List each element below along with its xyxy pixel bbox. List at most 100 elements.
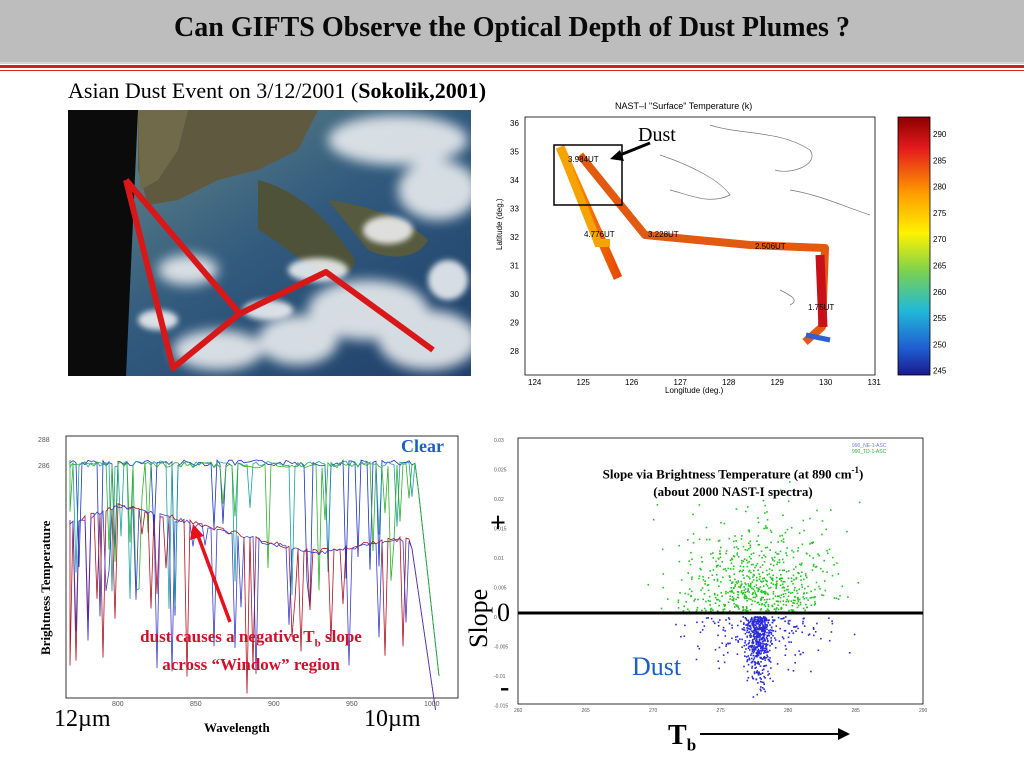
scatter-point-positive: [752, 579, 755, 581]
scatter-point-negative: [735, 638, 737, 641]
scatter-point-positive: [801, 586, 804, 588]
scatter-point-positive: [833, 564, 835, 566]
scatter-point-negative: [782, 617, 784, 620]
scatter-point-positive: [766, 580, 768, 583]
scatter-point-positive: [729, 576, 731, 578]
scatter-point-negative: [741, 638, 743, 641]
scatter-point-negative: [788, 632, 791, 634]
scatter-title-sup: -1: [851, 465, 860, 475]
scatter-point-positive: [763, 604, 766, 606]
scatter-point-negative: [756, 655, 758, 658]
scatter-point-positive: [661, 548, 664, 551]
scatter-point-positive: [710, 610, 712, 612]
scatter-point-negative: [722, 626, 725, 629]
spectrum-xlabel: Wavelength: [204, 720, 270, 735]
scatter-point-negative: [754, 667, 756, 669]
scatter-point-negative: [746, 635, 749, 638]
scatter-point-negative: [767, 674, 769, 676]
scatter-point-positive: [764, 556, 767, 558]
lat-tick: 35: [510, 148, 519, 157]
scatter-point-positive: [758, 573, 760, 575]
scatter-point-positive: [736, 604, 739, 607]
scatter-point-positive: [748, 560, 750, 563]
scatter-point-negative: [771, 629, 773, 632]
scatter-point-positive: [753, 574, 756, 577]
lat-tick: 33: [510, 205, 519, 214]
scatter-point-positive: [797, 547, 800, 549]
scatter-point-positive: [782, 600, 784, 602]
scatter-point-positive: [746, 561, 749, 564]
colorbar: [897, 116, 931, 376]
scatter-point-positive: [765, 609, 767, 612]
scatter-point-negative: [783, 629, 786, 632]
scatter-point-negative: [746, 623, 748, 626]
scatter-point-positive: [739, 565, 742, 567]
scatter-point-negative: [753, 616, 756, 619]
scatter-point-positive: [741, 535, 743, 537]
scatter-point-positive: [715, 566, 718, 568]
scatter-point-positive: [735, 605, 738, 607]
scatter-point-positive: [807, 585, 809, 588]
scatter-point-positive: [736, 552, 739, 554]
scatter-point-positive: [754, 596, 756, 599]
scatter-point-positive: [766, 585, 769, 587]
scatter-point-negative: [758, 635, 761, 637]
scatter-point-negative: [765, 618, 768, 621]
scatter-point-positive: [806, 576, 808, 579]
scatter-point-positive: [751, 587, 753, 590]
scatter-point-positive: [770, 563, 772, 566]
scatter-point-positive: [799, 601, 802, 604]
scatter-point-positive: [772, 559, 774, 561]
scatter-point-positive: [740, 580, 743, 583]
scatter-point-positive: [814, 601, 816, 603]
scatter-point-positive: [700, 589, 702, 591]
scatter-point-negative: [743, 622, 745, 624]
scatter-point-positive: [760, 591, 763, 594]
scatter-point-positive: [745, 583, 747, 586]
scatter-point-positive: [691, 558, 693, 560]
scatter-point-negative: [774, 639, 777, 641]
scatter-point-positive: [794, 599, 796, 602]
scatter-point-negative: [760, 652, 762, 654]
scatter-point-positive: [766, 519, 769, 521]
scatter-point-negative: [764, 677, 766, 679]
scatter-point-negative: [748, 649, 751, 651]
lon-tick: 127: [674, 378, 688, 387]
scatter-point-negative: [748, 621, 750, 624]
scatter-point-positive: [792, 599, 795, 601]
scatter-point-negative: [758, 633, 760, 635]
scatter-xtick: 270: [649, 708, 658, 714]
scatter-point-positive: [766, 608, 769, 610]
scatter-point-negative: [769, 661, 772, 663]
scatter-point-negative: [723, 661, 726, 664]
scatter-point-negative: [763, 665, 766, 667]
scatter-point-negative: [757, 622, 759, 624]
wavelength-left: 12µm: [54, 706, 111, 732]
scatter-point-negative: [766, 643, 769, 646]
scatter-point-positive: [782, 603, 785, 606]
scatter-point-negative: [784, 620, 786, 623]
scatter-point-positive: [679, 592, 681, 594]
scatter-point-negative: [768, 629, 770, 632]
scatter-point-positive: [714, 596, 717, 599]
scatter-point-negative: [758, 639, 761, 642]
scatter-point-negative: [756, 636, 759, 639]
lon-tick-labels: 124 125 126 127 128 129 130 131: [528, 378, 881, 387]
scatter-point-positive: [769, 586, 772, 589]
colorbar-tick: 270: [933, 235, 947, 244]
scatter-point-negative: [744, 651, 746, 653]
scatter-point-positive: [796, 602, 798, 605]
scatter-point-negative: [755, 671, 758, 674]
scatter-point-positive: [740, 538, 743, 540]
scatter-point-positive: [786, 547, 788, 549]
scatter-point-positive: [787, 585, 789, 588]
scatter-point-positive: [846, 530, 848, 533]
scatter-point-negative: [759, 616, 761, 618]
scatter-point-positive: [821, 594, 823, 596]
scatter-point-positive: [841, 585, 844, 588]
scatter-point-positive: [800, 564, 803, 566]
scatter-point-positive: [721, 561, 724, 563]
scatter-point-positive: [800, 579, 802, 581]
scatter-point-negative: [757, 645, 760, 647]
scatter-point-negative: [751, 657, 753, 660]
